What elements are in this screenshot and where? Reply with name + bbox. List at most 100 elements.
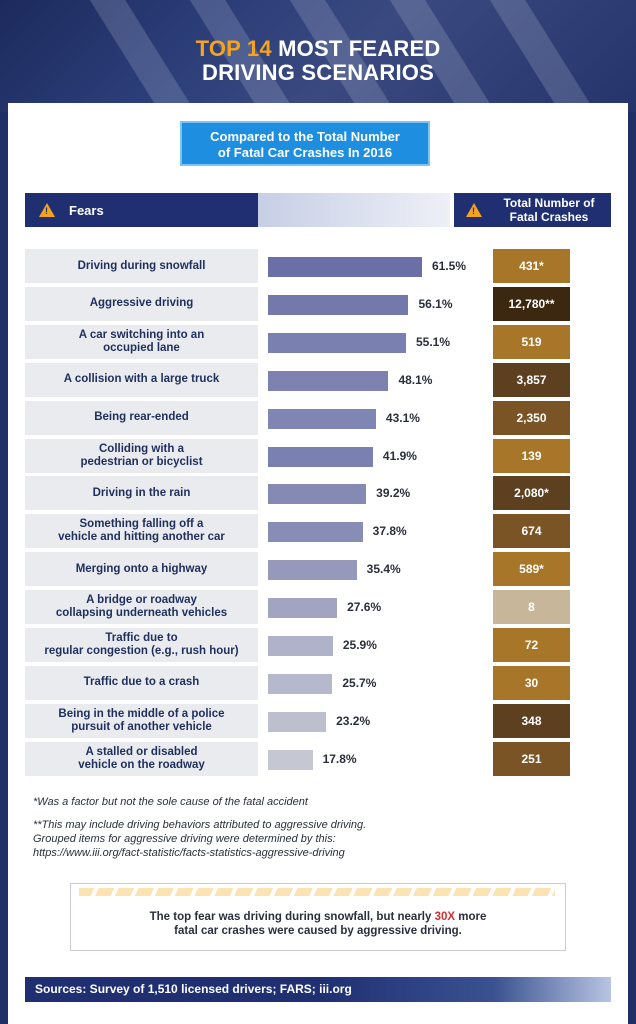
category-label: Traffic due to a crash [25, 665, 258, 700]
category-label-line: A collision with a large truck [63, 373, 220, 386]
fear-bar [268, 522, 363, 543]
fear-bar [268, 560, 357, 581]
subtitle-line-1: Compared to the Total Number [210, 129, 400, 144]
category-label: Traffic due to regular congestion (e.g., … [25, 628, 258, 662]
fear-bar [268, 332, 406, 353]
percent-label: 61.5% [432, 259, 467, 273]
fatal-crash-value: 3,857 [493, 362, 570, 397]
fatal-crashes-column-header: ! Total Number of Fatal Crashes [454, 193, 611, 227]
fear-bar [268, 598, 338, 619]
chart-row: Colliding with a pedestrian or bicyclist 4… [0, 438, 636, 473]
percent-label: 35.4% [366, 562, 401, 577]
total-header-line-2: Fatal Crashes [509, 210, 589, 224]
percent-label: 17.8% [322, 751, 357, 766]
fatal-crash-value: 431* [493, 249, 570, 283]
category-label-line: pursuit of another vehicle [71, 720, 212, 733]
fatal-crash-value: 2,080* [493, 476, 570, 511]
percent-label: 41.9% [382, 448, 417, 463]
footnote-2-line-1: **This may include driving behaviors att… [33, 819, 367, 831]
chart-row: Driving in the rain 39.2% 2,080* [0, 476, 636, 511]
chart-row: Something falling off a vehicle and hitti… [0, 514, 636, 549]
warning-icon: ! [466, 203, 482, 217]
fear-bar [268, 408, 376, 429]
category-label-line: A stalled or disabled [85, 745, 198, 758]
percent-label: 39.2% [376, 486, 411, 501]
chart-row: Aggressive driving 56.1% 12,780** [0, 286, 636, 321]
fear-bar [268, 446, 373, 467]
total-header-label: Total Number of Fatal Crashes [490, 196, 608, 224]
category-label: Driving during snowfall [25, 249, 258, 283]
chart-row: A stalled or disabled vehicle on the road… [0, 741, 636, 776]
category-label-line: occupied lane [103, 341, 180, 354]
chart-row: Driving during snowfall 61.5% 431* [0, 249, 636, 283]
category-label: Colliding with a pedestrian or bicyclist [25, 438, 258, 473]
sources-bar: Sources: Survey of 1,510 licensed driver… [25, 977, 611, 1002]
callout-text: The top fear was driving during snowfall… [71, 910, 565, 938]
header-banner [0, 0, 636, 112]
title-accent: TOP 14 [195, 36, 272, 61]
callout-text-before: The top fear was driving during snowfall… [149, 911, 435, 923]
category-label: Merging onto a highway [25, 552, 258, 587]
title-line1-rest: MOST FEARED [271, 36, 441, 61]
callout-hazard-stripe [79, 888, 555, 896]
fear-bar [268, 749, 313, 770]
category-label: A bridge or roadway collapsing underneath… [25, 590, 258, 625]
fear-bar [268, 370, 389, 391]
category-label-line: Traffic due to [105, 632, 178, 644]
percent-label: 48.1% [398, 372, 433, 387]
fatal-crash-value: 12,780** [493, 286, 570, 321]
percent-label: 23.2% [336, 713, 371, 728]
category-label-line: Merging onto a highway [75, 562, 208, 575]
category-label: Something falling off a vehicle and hitti… [25, 514, 258, 549]
fatal-crash-value: 348 [493, 703, 570, 738]
infographic-title: TOP 14 MOST FEARED DRIVING SCENARIOS [0, 37, 636, 85]
category-label-line: Being in the middle of a police [58, 707, 225, 720]
fears-header-label: Fears [69, 203, 104, 218]
percent-label: 43.1% [385, 410, 420, 425]
total-header-line-1: Total Number of [503, 196, 595, 210]
category-label-line: Driving in the rain [92, 486, 191, 499]
category-label: A collision with a large truck [25, 362, 258, 397]
header-gradient-bar [258, 193, 450, 227]
category-label: Aggressive driving [25, 286, 258, 321]
chart-row: A car switching into an occupied lane 55.1… [0, 324, 636, 359]
category-label-line: Something falling off a [79, 518, 204, 531]
category-label-line: Colliding with a [99, 442, 184, 455]
callout-highlight: 30X [434, 911, 456, 923]
category-label: A car switching into an occupied lane [25, 324, 258, 359]
fatal-crash-value: 30 [493, 665, 570, 700]
subtitle-line-2: of Fatal Car Crashes In 2016 [217, 145, 393, 160]
category-label-line: pedestrian or bicyclist [80, 455, 203, 468]
fatal-crash-value: 251 [493, 741, 570, 776]
category-label: A stalled or disabled vehicle on the road… [25, 741, 258, 776]
percent-label: 25.9% [342, 638, 377, 652]
category-label-line: A car switching into an [78, 328, 205, 341]
fatal-crash-value: 8 [493, 590, 570, 625]
fatal-crash-value: 139 [493, 438, 570, 473]
fatal-crash-value: 674 [493, 514, 570, 549]
fear-bar [268, 294, 409, 315]
category-label-line: collapsing underneath vehicles [55, 607, 228, 620]
callout-box: The top fear was driving during snowfall… [70, 883, 566, 951]
footnote-2-line-3: https://www.iii.org/fact-statistic/facts… [33, 847, 345, 859]
warning-icon: ! [39, 203, 55, 217]
category-label-line: Driving during snowfall [77, 259, 206, 272]
category-label-line: regular congestion (e.g., rush hour) [44, 645, 239, 657]
fatal-crash-value: 589* [493, 552, 570, 587]
title-line-1: TOP 14 MOST FEARED [0, 37, 636, 61]
callout-line-1: The top fear was driving during snowfall… [71, 910, 565, 924]
callout-line-2: fatal car crashes were caused by aggress… [174, 925, 462, 937]
percent-label: 55.1% [415, 334, 450, 349]
chart-row: Traffic due to a crash 25.7% 30 [0, 665, 636, 700]
chart-row: Merging onto a highway 35.4% 589* [0, 552, 636, 587]
chart-row: Traffic due to regular congestion (e.g., … [0, 628, 636, 662]
fear-bar [268, 257, 422, 277]
category-label-line: Being rear-ended [94, 411, 189, 424]
chart-row: Being in the middle of a police pursuit o… [0, 703, 636, 738]
category-label-line: Traffic due to a crash [83, 676, 200, 689]
chart-row: Being rear-ended 43.1% 2,350 [0, 400, 636, 435]
footnote-2: **This may include driving behaviors att… [33, 818, 366, 860]
subtitle-box: Compared to the Total Number of Fatal Ca… [180, 121, 430, 166]
fear-bar [268, 711, 327, 732]
fears-column-header: ! Fears [25, 193, 258, 227]
